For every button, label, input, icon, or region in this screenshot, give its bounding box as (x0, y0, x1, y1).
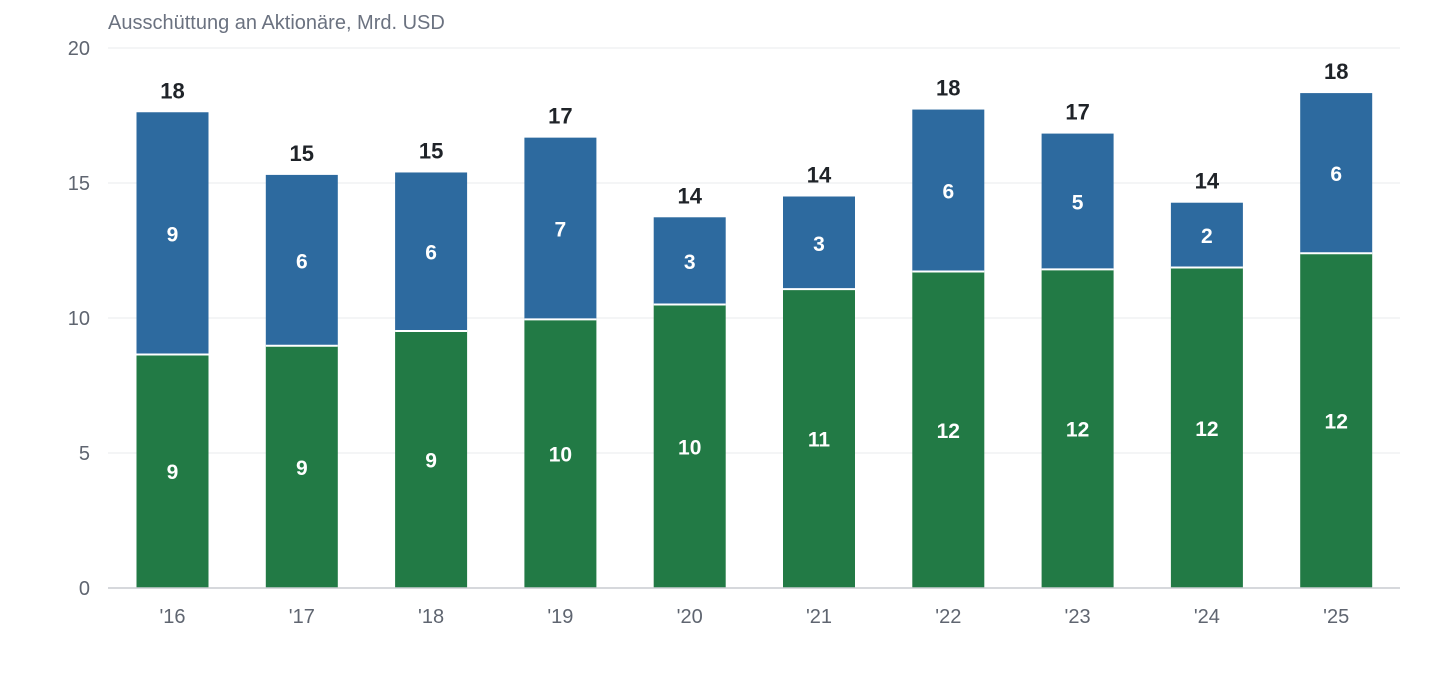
x-tick-label: '18 (418, 606, 444, 628)
data-label: 11 (808, 429, 831, 452)
x-tick-label: '16 (159, 606, 185, 628)
x-tick-label: '23 (1065, 606, 1091, 628)
data-label: 6 (942, 181, 954, 204)
bar-segment (783, 289, 855, 588)
x-tick-label: '25 (1323, 606, 1349, 628)
chart-title: Ausschüttung an Aktionäre, Mrd. USD (108, 12, 445, 34)
bar-segment (1170, 267, 1243, 588)
bar-segment (395, 172, 468, 331)
y-tick-label: 10 (68, 308, 90, 330)
x-tick-label: '20 (677, 606, 703, 628)
bar-segment (1300, 253, 1373, 588)
bar-segment (1041, 133, 1114, 270)
bar-segment (136, 112, 209, 355)
total-label: 17 (548, 104, 572, 129)
data-label: 3 (684, 251, 696, 274)
total-label: 14 (677, 183, 702, 208)
y-tick-label: 0 (79, 578, 90, 600)
data-label: 12 (1195, 418, 1218, 441)
bar-segment (653, 217, 726, 305)
total-label: 15 (419, 138, 443, 163)
data-label: 9 (167, 461, 179, 484)
bar-segment (136, 354, 209, 588)
bar-segment (265, 345, 338, 588)
bar-segment (1170, 202, 1243, 268)
data-label: 3 (813, 233, 825, 256)
bar-segment (912, 109, 985, 272)
data-label: 6 (1330, 163, 1342, 186)
total-label: 14 (1195, 169, 1220, 194)
bar-segment (912, 271, 985, 588)
data-label: 9 (425, 449, 437, 472)
data-label: 10 (549, 444, 572, 467)
data-label: 6 (296, 250, 308, 273)
total-label: 18 (1324, 59, 1348, 84)
x-tick-label: '17 (289, 606, 315, 628)
data-label: 6 (425, 242, 437, 265)
data-label: 9 (167, 223, 179, 246)
x-tick-label: '24 (1194, 606, 1220, 628)
data-label: 10 (678, 436, 701, 459)
bar-segment (265, 174, 338, 346)
total-label: 18 (936, 76, 960, 101)
bar-segment (395, 330, 468, 588)
total-label: 15 (290, 141, 314, 166)
total-label: 14 (807, 163, 832, 188)
bar-segment (1300, 93, 1373, 254)
data-label: 5 (1072, 191, 1084, 214)
data-label: 12 (1066, 419, 1089, 442)
total-label: 17 (1065, 100, 1089, 125)
data-label: 9 (296, 457, 308, 480)
x-tick-label: '21 (806, 606, 832, 628)
data-label: 12 (937, 420, 960, 443)
data-label: 7 (555, 218, 567, 241)
bar-segment (653, 304, 726, 588)
data-label: 12 (1325, 411, 1348, 434)
y-tick-label: 20 (68, 38, 90, 60)
bar-segment (524, 137, 597, 320)
x-tick-label: '22 (935, 606, 961, 628)
x-tick-label: '19 (547, 606, 573, 628)
data-label: 2 (1201, 225, 1213, 248)
bar-segment (1041, 269, 1114, 588)
y-tick-label: 5 (79, 443, 90, 465)
y-tick-label: 15 (68, 173, 90, 195)
bar-segment (524, 319, 597, 588)
total-label: 18 (160, 78, 184, 103)
bar-segment (783, 196, 855, 290)
